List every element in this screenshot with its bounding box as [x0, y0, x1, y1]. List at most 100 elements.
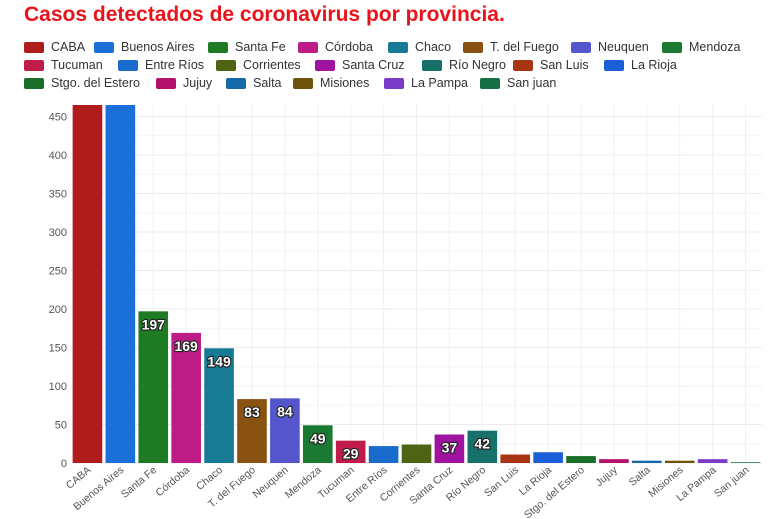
legend-label: Stgo. del Estero	[51, 76, 140, 90]
legend-item-rio-negro[interactable]: Río Negro	[422, 57, 506, 73]
legend-label: San Luis	[540, 58, 589, 72]
legend-label: La Rioja	[631, 58, 677, 72]
legend-item-santa-fe[interactable]: Santa Fe	[208, 39, 286, 55]
legend-item-santa-cruz[interactable]: Santa Cruz	[315, 57, 405, 73]
bar-san-luis[interactable]	[500, 454, 531, 463]
legend-swatch	[463, 41, 483, 53]
legend-swatch	[513, 59, 533, 71]
y-tick-label: 250	[49, 266, 67, 278]
legend-swatch	[604, 59, 624, 71]
bar-corrientes[interactable]	[401, 444, 432, 463]
legend-item-neuquen[interactable]: Neuquen	[571, 39, 649, 55]
legend-item-san-juan[interactable]: San juan	[480, 75, 556, 91]
legend-item-salta[interactable]: Salta	[226, 75, 282, 91]
legend-swatch	[293, 77, 313, 89]
x-tick-label: San juan	[712, 464, 752, 500]
y-tick-label: 0	[61, 458, 67, 470]
legend-item-san-luis[interactable]: San Luis	[513, 57, 589, 73]
data-label-rio-negro: 42	[475, 436, 491, 452]
data-label-santa-fe: 197	[142, 316, 166, 332]
legend-label: Salta	[253, 76, 282, 90]
legend-label: Corrientes	[243, 58, 301, 72]
data-label-t-del-fuego: 83	[244, 404, 260, 420]
legend-label: Río Negro	[449, 58, 506, 72]
legend-swatch	[315, 59, 335, 71]
legend-item-tucuman[interactable]: Tucuman	[24, 57, 103, 73]
legend-label: Santa Fe	[235, 40, 286, 54]
legend-item-la-pampa[interactable]: La Pampa	[384, 75, 468, 91]
x-tick-label: CABA	[64, 464, 94, 492]
bar-caba[interactable]	[72, 105, 103, 463]
x-tick-label: Salta	[627, 464, 653, 489]
x-tick-label: Santa Fe	[119, 464, 159, 501]
legend-swatch	[662, 41, 682, 53]
legend-label: Córdoba	[325, 40, 373, 54]
legend-label: CABA	[51, 40, 86, 54]
bar-neuquen[interactable]	[270, 398, 300, 463]
bar-jujuy[interactable]	[599, 459, 629, 463]
legend-item-jujuy[interactable]: Jujuy	[156, 75, 212, 91]
y-tick-label: 400	[49, 150, 67, 162]
data-label-tucuman: 29	[343, 446, 359, 462]
legend-label: San juan	[507, 76, 557, 90]
legend-swatch	[156, 77, 176, 89]
bar-mendoza[interactable]	[302, 425, 333, 463]
legend-item-stgo-del-estero[interactable]: Stgo. del Estero	[24, 75, 140, 91]
legend-item-t-del-fuego[interactable]: T. del Fuego	[463, 39, 559, 55]
data-label-neuquen: 84	[277, 403, 293, 419]
bar-santa-cruz[interactable]	[434, 434, 465, 463]
legend-label: Misiones	[320, 76, 370, 90]
bar-chaco[interactable]	[204, 348, 234, 463]
legend-swatch	[480, 77, 500, 89]
bar-san-juan[interactable]	[730, 462, 761, 463]
legend-label: La Pampa	[411, 76, 468, 90]
legend-item-buenos-aires[interactable]: Buenos Aires	[94, 39, 195, 55]
bar-rio-negro[interactable]	[467, 430, 498, 463]
y-tick-label: 450	[49, 112, 67, 124]
x-tick-label: Jujuy	[593, 464, 620, 489]
legend-item-misiones[interactable]: Misiones	[293, 75, 369, 91]
bar-t-del-fuego[interactable]	[237, 399, 267, 463]
legend-label: Chaco	[415, 40, 452, 54]
bar-tucuman[interactable]	[335, 440, 366, 463]
legend-label: Buenos Aires	[121, 40, 195, 54]
legend-swatch	[118, 59, 138, 71]
bar-buenos-aires[interactable]	[105, 105, 136, 463]
legend-label: Entre Ríos	[145, 58, 205, 72]
legend-item-chaco[interactable]: Chaco	[388, 39, 451, 55]
legend-swatch	[388, 41, 408, 53]
legend-swatch	[216, 59, 236, 71]
y-tick-label: 300	[49, 227, 67, 239]
y-tick-label: 150	[49, 343, 67, 355]
legend-swatch	[422, 59, 442, 71]
legend-swatch	[384, 77, 404, 89]
bar-salta[interactable]	[632, 460, 662, 463]
legend-item-corrientes[interactable]: Corrientes	[216, 57, 301, 73]
bar-la-rioja[interactable]	[533, 452, 563, 463]
bar-cordoba[interactable]	[171, 332, 201, 463]
x-tick-label: San Luis	[482, 464, 521, 499]
y-tick-label: 100	[49, 381, 67, 393]
bar-la-pampa[interactable]	[697, 459, 728, 463]
bar-entre-rios[interactable]	[368, 446, 399, 463]
legend-label: T. del Fuego	[490, 40, 559, 54]
legend-label: Santa Cruz	[342, 58, 405, 72]
legend-item-la-rioja[interactable]: La Rioja	[604, 57, 677, 73]
legend-swatch	[298, 41, 318, 53]
legend-item-entre-rios[interactable]: Entre Ríos	[118, 57, 204, 73]
legend-item-mendoza[interactable]: Mendoza	[662, 39, 740, 55]
bar-stgo-del-estero[interactable]	[566, 456, 596, 463]
bar-santa-fe[interactable]	[138, 311, 169, 463]
y-tick-label: 350	[49, 189, 67, 201]
legend-item-cordoba[interactable]: Córdoba	[298, 39, 373, 55]
legend-swatch	[24, 41, 44, 53]
y-tick-label: 50	[55, 420, 67, 432]
bar-misiones[interactable]	[664, 460, 695, 463]
legend-label: Neuquen	[598, 40, 649, 54]
legend-item-caba[interactable]: CABA	[24, 39, 85, 55]
chart-title: Casos detectados de coronavirus por prov…	[24, 3, 505, 26]
legend-swatch	[24, 77, 44, 89]
legend-label: Tucuman	[51, 58, 103, 72]
legend-swatch	[94, 41, 114, 53]
